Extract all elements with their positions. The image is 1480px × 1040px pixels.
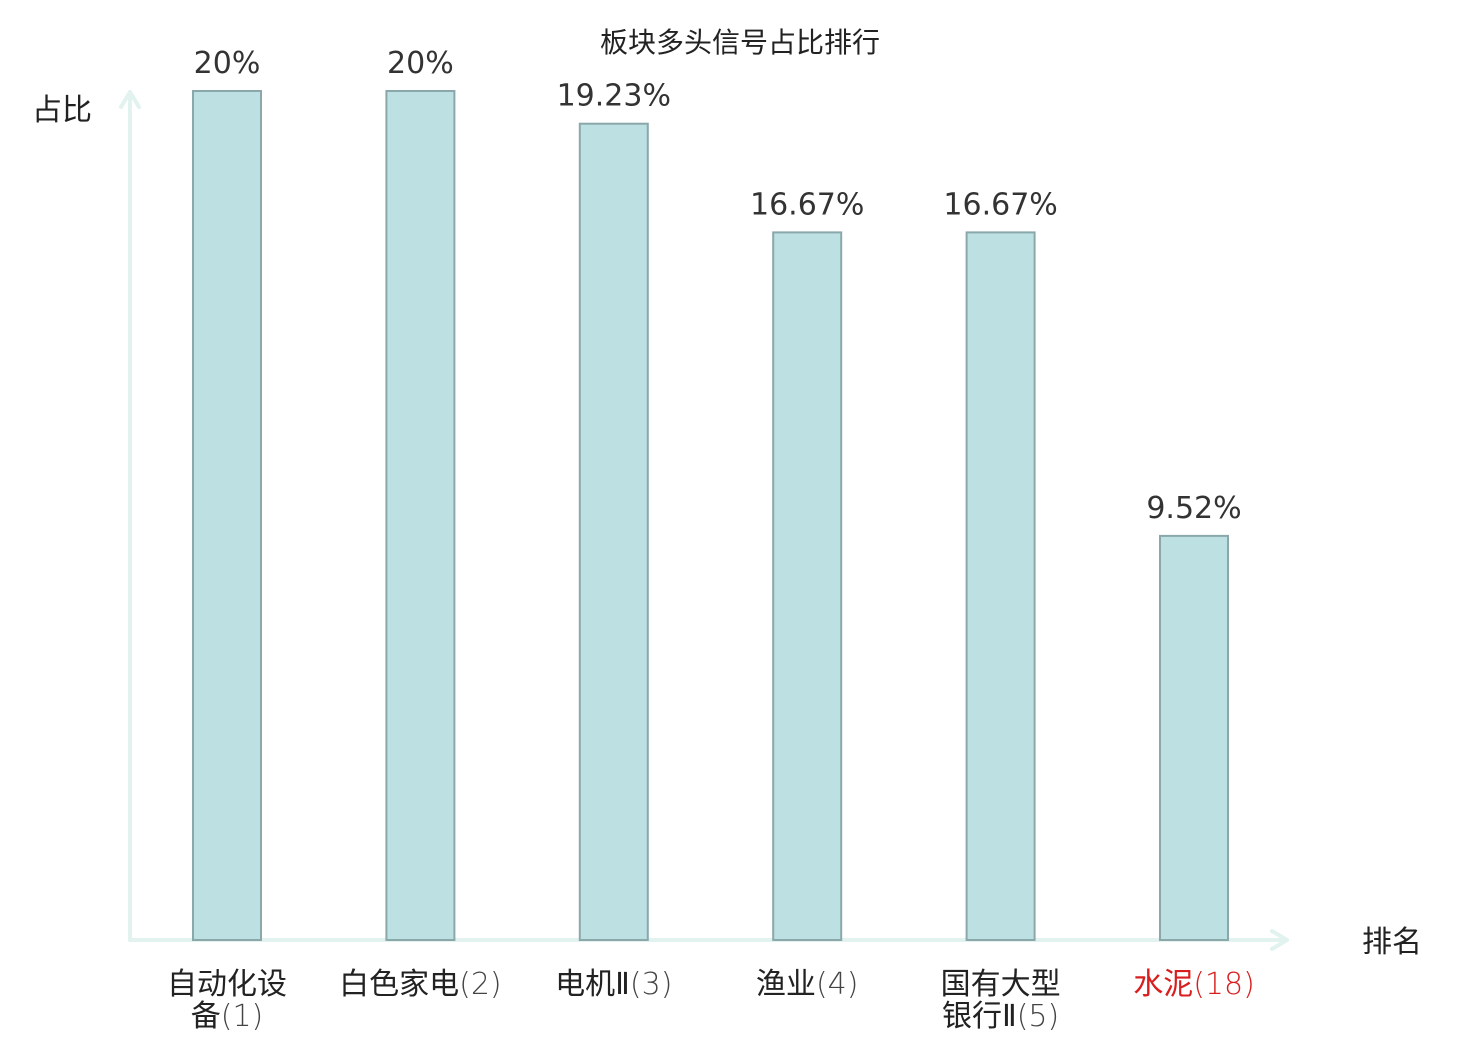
category-label-2: 白色家电(2) xyxy=(339,967,502,1002)
axes xyxy=(119,90,1289,951)
category-name: 备 xyxy=(191,999,221,1034)
category-rank: (2) xyxy=(459,967,502,1002)
category-name: 电机Ⅱ xyxy=(555,967,630,1002)
bar-1 xyxy=(192,90,262,941)
category-label-1: 自动化设备(1) xyxy=(167,967,287,1034)
y-axis-arrow xyxy=(119,90,141,109)
bar-5 xyxy=(965,231,1036,941)
value-label-3: 19.23% xyxy=(557,79,671,114)
category-name: 水泥 xyxy=(1133,967,1193,1002)
chart-title: 板块多头信号占比排行 xyxy=(600,26,880,59)
category-rank: (1) xyxy=(221,999,264,1034)
value-label-1: 20% xyxy=(194,46,261,81)
category-labels-group: 自动化设备(1)白色家电(2) 电机Ⅱ(3) 渔业(4) 国有大型银行Ⅱ(5)水泥(1… xyxy=(167,967,1255,1034)
bar-4 xyxy=(772,231,843,941)
value-label-2: 20% xyxy=(387,46,454,81)
bars-group xyxy=(192,90,1229,942)
bar-6 xyxy=(1159,534,1229,942)
category-name: 渔业 xyxy=(756,967,816,1002)
value-label-5: 16.67% xyxy=(943,187,1057,222)
category-rank: (18) xyxy=(1193,967,1255,1002)
category-rank: (5) xyxy=(1017,999,1060,1034)
bar-3 xyxy=(578,122,649,941)
category-name: 银行Ⅱ xyxy=(942,999,1017,1034)
x-axis-label: 排名 xyxy=(1362,925,1422,960)
category-label-4: 渔业(4) xyxy=(756,967,859,1002)
category-rank: (4) xyxy=(816,967,859,1002)
y-axis-label: 占比 xyxy=(32,93,92,128)
value-label-4: 16.67% xyxy=(750,187,864,222)
category-rank: (3) xyxy=(630,967,673,1002)
category-label-6: 水泥(18) xyxy=(1133,967,1255,1002)
value-label-6: 9.52% xyxy=(1146,491,1241,526)
category-name: 自动化设 xyxy=(167,967,287,1002)
value-labels-group: 20% 20% 19.23% 16.67% 16.67% 9.52% xyxy=(194,46,1242,526)
category-name: 国有大型 xyxy=(941,967,1061,1002)
category-name: 白色家电 xyxy=(339,967,459,1002)
bar-2 xyxy=(385,90,456,941)
category-label-5: 国有大型银行Ⅱ(5) xyxy=(941,967,1061,1034)
category-label-3: 电机Ⅱ(3) xyxy=(555,967,672,1002)
x-axis-arrow xyxy=(1270,929,1289,951)
